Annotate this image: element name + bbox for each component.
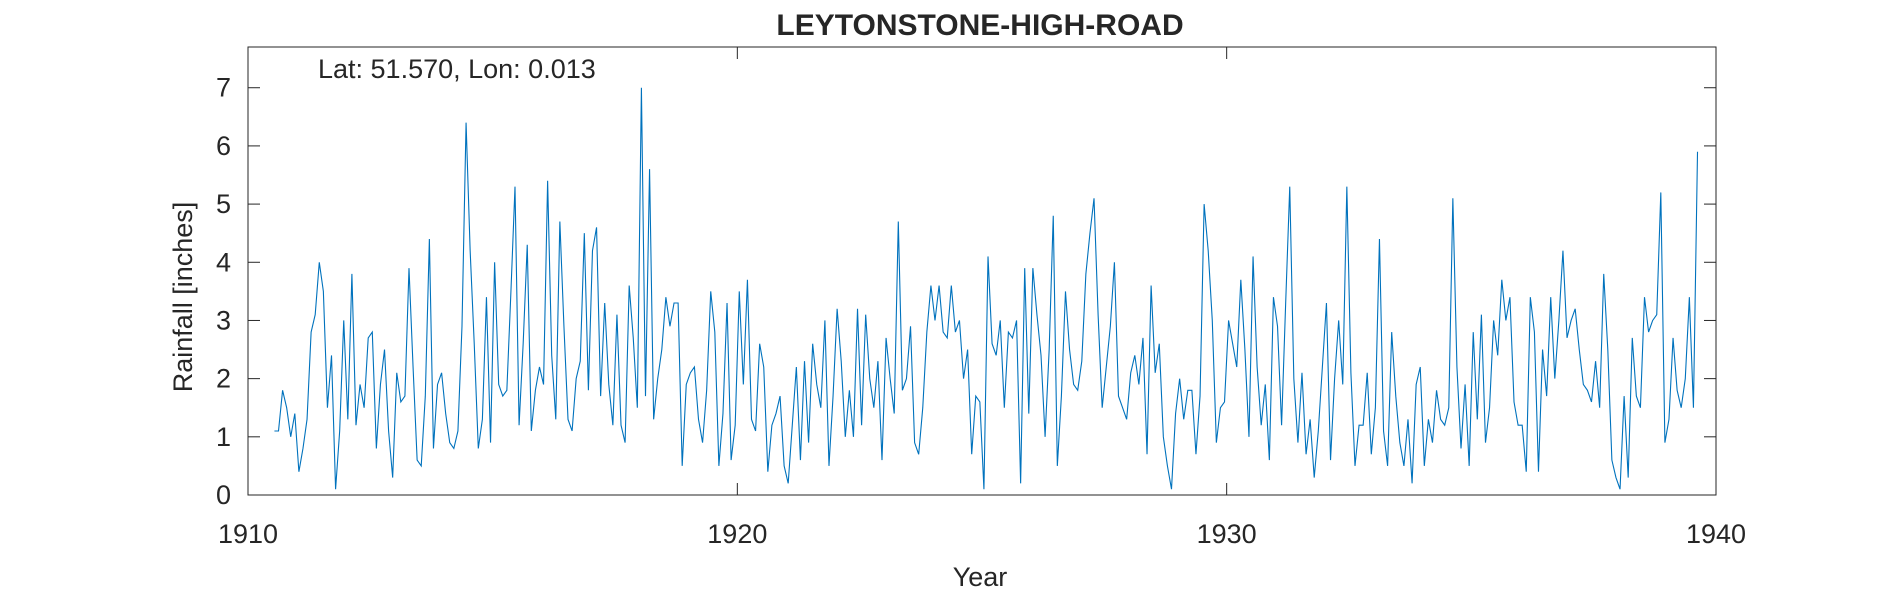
chart-title: LEYTONSTONE-HIGH-ROAD — [776, 9, 1183, 42]
y-tick-label: 2 — [216, 364, 231, 394]
x-tick-label: 1930 — [1197, 519, 1257, 549]
y-axis-label: Rainfall [inches] — [168, 202, 198, 393]
y-tick-label: 0 — [216, 480, 231, 510]
location-annotation: Lat: 51.570, Lon: 0.013 — [318, 54, 596, 84]
x-tick-label: 1920 — [707, 519, 767, 549]
axes-box — [247, 46, 1717, 496]
rainfall-series-line — [274, 87, 1699, 490]
tick-labels: 1910 1920 1930 1940 0 1 2 3 4 5 6 7 — [216, 73, 1746, 549]
y-tick-label: 7 — [216, 73, 231, 103]
y-tick-label: 5 — [216, 189, 231, 219]
x-axis-label: Year — [953, 562, 1008, 591]
x-tick-label: 1910 — [218, 519, 278, 549]
x-tick-label: 1940 — [1686, 519, 1746, 549]
y-tick-label: 6 — [216, 131, 231, 161]
y-tick-label: 1 — [216, 422, 231, 452]
y-tick-label: 3 — [216, 305, 231, 335]
axis-ticks — [247, 47, 1717, 496]
y-tick-label: 4 — [216, 247, 231, 277]
axes-frame — [247, 46, 1717, 496]
